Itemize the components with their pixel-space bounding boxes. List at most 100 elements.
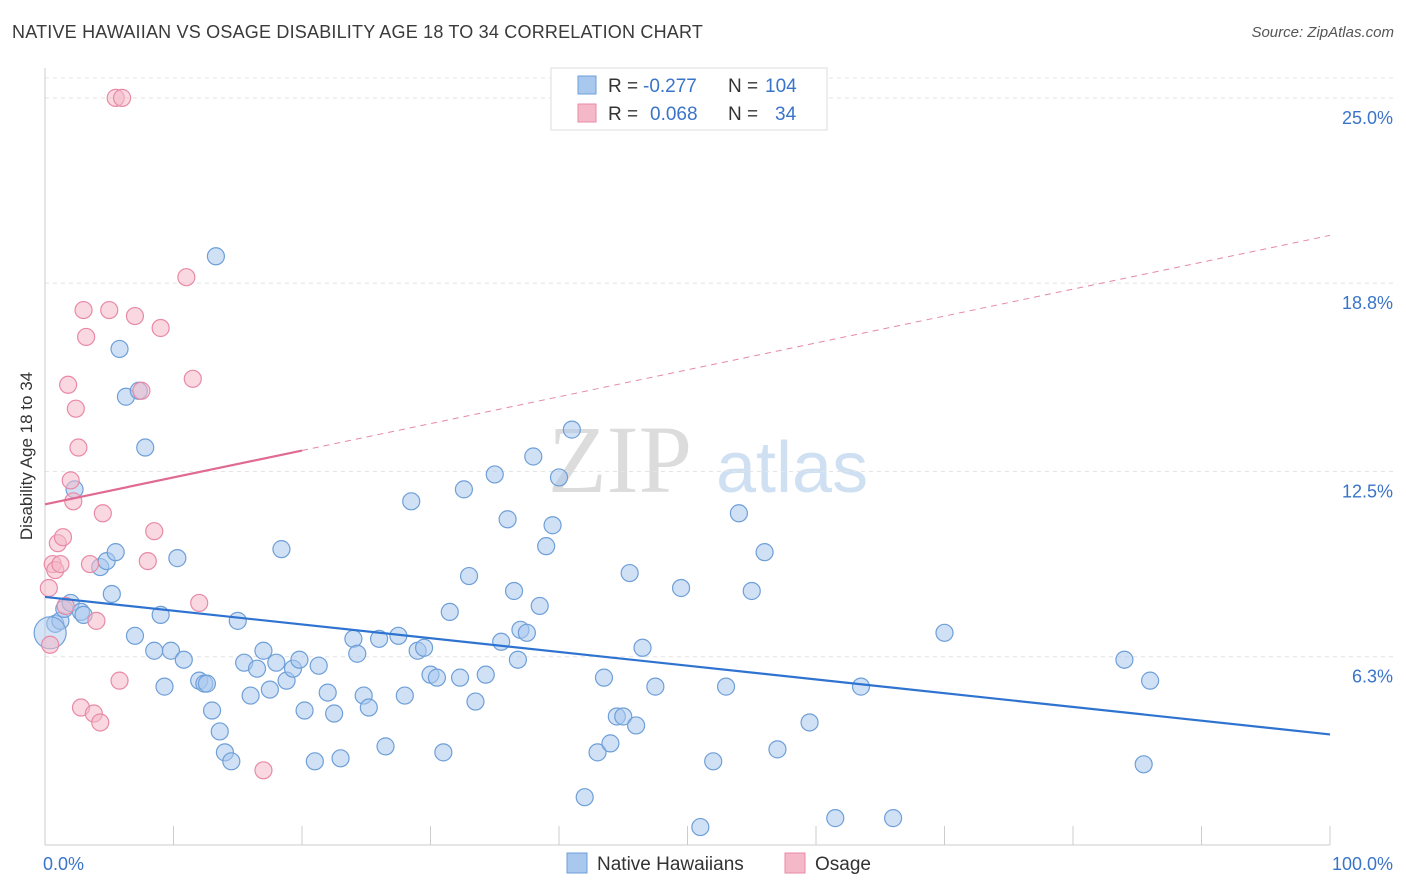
- point-native-hawaiians-86: [620, 563, 639, 583]
- point-osage-10: [64, 492, 83, 511]
- point-osage-24: [112, 88, 132, 107]
- y-tick-labels: 6.3% 12.5% 18.8% 25.0%: [1342, 108, 1393, 687]
- point-native-hawaiians-20: [168, 549, 187, 568]
- point-native-hawaiians-41: [295, 701, 314, 720]
- watermark: ZIP atlas: [548, 406, 868, 513]
- point-osage-7: [56, 596, 75, 616]
- point-native-hawaiians-59: [427, 668, 447, 687]
- point-native-hawaiians-24: [197, 674, 217, 693]
- point-osage-27: [138, 551, 157, 571]
- legend-n-label-0: N =: [728, 76, 758, 97]
- point-native-hawaiians-55: [402, 492, 421, 511]
- point-native-hawaiians-46: [331, 749, 350, 768]
- point-native-hawaiians-98: [800, 713, 819, 732]
- point-native-hawaiians-61: [440, 602, 459, 622]
- point-native-hawaiians-13: [125, 626, 145, 645]
- legend-r-value-1: 0.068: [650, 104, 698, 125]
- point-osage-33: [254, 761, 273, 780]
- x-tick-label-max: 100.0%: [1332, 854, 1393, 874]
- point-native-hawaiians-25: [202, 701, 222, 720]
- trend-line-osage-dashed: [301, 234, 1331, 452]
- point-native-hawaiians-32: [241, 686, 260, 705]
- point-native-hawaiians-83: [601, 734, 620, 753]
- point-native-hawaiians-88: [633, 638, 652, 657]
- point-native-hawaiians-63: [454, 480, 474, 499]
- point-native-hawaiians-36: [267, 653, 286, 672]
- point-native-hawaiians-104: [1134, 755, 1153, 774]
- point-osage-1: [41, 635, 60, 654]
- point-osage-19: [91, 713, 110, 732]
- legend-n-value-1: 34: [775, 104, 797, 125]
- trend-line-osage-solid: [44, 449, 303, 506]
- series-legend: Native Hawaiians Osage: [566, 852, 871, 875]
- point-native-hawaiians-48: [348, 644, 367, 663]
- point-native-hawaiians-9: [102, 584, 121, 604]
- point-osage-5: [51, 554, 70, 574]
- point-native-hawaiians-51: [370, 629, 389, 648]
- x-tick-label-min: 0.0%: [43, 854, 84, 874]
- point-native-hawaiians-90: [671, 578, 691, 598]
- point-native-hawaiians-62: [450, 668, 470, 687]
- point-native-hawaiians-15: [136, 438, 155, 457]
- point-native-hawaiians-95: [742, 581, 761, 601]
- point-native-hawaiians-105: [1140, 671, 1160, 690]
- point-osage-8: [59, 375, 78, 394]
- legend-r-value-0: -0.277: [643, 76, 697, 97]
- legend-n-label-1: N =: [728, 104, 758, 125]
- point-native-hawaiians-89: [646, 677, 665, 696]
- point-native-hawaiians-103: [1115, 650, 1134, 669]
- point-native-hawaiians-80: [575, 788, 594, 807]
- point-native-hawaiians-64: [459, 566, 479, 586]
- point-osage-12: [69, 438, 88, 457]
- series-osage-points: [39, 88, 273, 780]
- point-osage-31: [183, 369, 202, 388]
- point-native-hawaiians-99: [826, 809, 845, 828]
- point-native-hawaiians-18: [155, 677, 174, 696]
- point-native-hawaiians-73: [517, 623, 536, 642]
- point-native-hawaiians-76: [537, 537, 556, 556]
- point-native-hawaiians-54: [395, 686, 414, 705]
- point-native-hawaiians-42: [305, 752, 324, 771]
- point-native-hawaiians-96: [755, 543, 774, 562]
- point-native-hawaiians-66: [476, 665, 495, 684]
- point-osage-23: [110, 671, 129, 690]
- point-osage-11: [66, 399, 85, 418]
- point-native-hawaiians-70: [504, 581, 524, 601]
- point-osage-30: [177, 268, 196, 287]
- point-osage-16: [80, 554, 100, 574]
- point-native-hawaiians-16: [145, 641, 164, 660]
- point-native-hawaiians-85: [614, 707, 633, 726]
- point-native-hawaiians-26: [206, 247, 226, 266]
- legend-n-value-0: 104: [765, 76, 797, 97]
- point-osage-25: [125, 306, 145, 326]
- point-native-hawaiians-34: [254, 641, 273, 660]
- point-native-hawaiians-47: [344, 629, 363, 648]
- point-native-hawaiians-40: [290, 650, 309, 669]
- point-native-hawaiians-35: [260, 680, 279, 699]
- point-native-hawaiians-19: [161, 641, 181, 660]
- point-native-hawaiians-52: [376, 737, 395, 756]
- point-osage-6: [53, 528, 73, 547]
- point-native-hawaiians-45: [325, 704, 344, 723]
- point-osage-14: [74, 300, 93, 320]
- point-native-hawaiians-10: [106, 543, 125, 562]
- point-native-hawaiians-92: [704, 752, 723, 771]
- point-native-hawaiians-37: [272, 540, 291, 559]
- series-native-hawaiians-points: [33, 247, 1160, 837]
- point-native-hawaiians-75: [530, 596, 549, 616]
- chart-source: Source: ZipAtlas.com: [1251, 24, 1394, 41]
- series-legend-swatch-osage: [784, 852, 806, 874]
- point-native-hawaiians-74: [524, 447, 543, 466]
- point-osage-21: [100, 300, 119, 320]
- point-native-hawaiians-29: [222, 752, 241, 771]
- point-native-hawaiians-82: [594, 668, 614, 687]
- point-native-hawaiians-87: [626, 716, 646, 735]
- point-osage-28: [145, 522, 164, 541]
- point-osage-0: [39, 578, 58, 598]
- legend-r-label-0: R =: [608, 76, 638, 97]
- y-axis-label: Disability Age 18 to 34: [17, 372, 36, 540]
- point-native-hawaiians-97: [768, 740, 787, 759]
- point-native-hawaiians-69: [498, 510, 517, 529]
- legend-box: [550, 67, 828, 131]
- point-osage-29: [151, 318, 170, 338]
